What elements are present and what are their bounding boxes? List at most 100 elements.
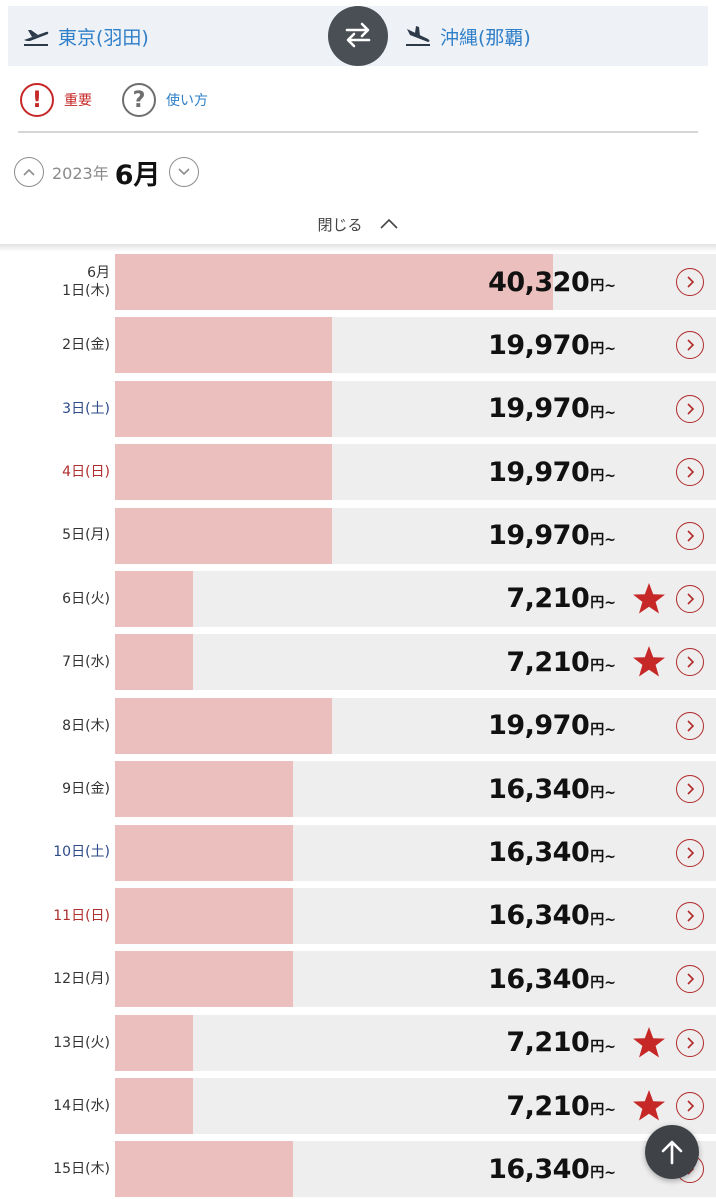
- row-detail-button[interactable]: [676, 775, 704, 804]
- row-date: 3日(土): [0, 381, 110, 437]
- row-detail-button[interactable]: [676, 458, 704, 487]
- fare-row[interactable]: 6月 1日(木) 40,320 円~: [0, 254, 716, 310]
- origin-selector[interactable]: 東京(羽田): [22, 6, 149, 66]
- fare-row[interactable]: 9日(金) 16,340 円~: [0, 761, 716, 818]
- row-price: 19,970 円~: [488, 381, 616, 437]
- chevron-right-icon: [687, 466, 695, 478]
- fare-row[interactable]: 11日(日) 16,340 円~: [0, 887, 716, 944]
- row-detail-button[interactable]: [676, 1092, 704, 1121]
- destination-label: 沖縄(那覇): [440, 26, 531, 49]
- price-bar: [115, 824, 293, 881]
- row-price: 7,210 円~: [506, 634, 616, 690]
- previous-month-button[interactable]: [14, 157, 44, 187]
- row-day: 7日(水): [62, 654, 110, 671]
- fare-row[interactable]: 4日(日) 19,970 円~: [0, 444, 716, 501]
- chevron-right-icon: [687, 1037, 695, 1049]
- row-day: 11日(日): [53, 907, 110, 924]
- chevron-right-icon: [687, 973, 695, 985]
- year-label: 2023年: [52, 164, 109, 183]
- important-link[interactable]: ! 重要: [20, 83, 92, 117]
- chevron-down-icon: [177, 168, 190, 176]
- row-date: 6月 1日(木): [0, 254, 110, 310]
- fare-row[interactable]: 10日(土) 16,340 円~: [0, 824, 716, 881]
- fare-row[interactable]: 7日(水) 7,210 円~: [0, 634, 716, 691]
- fare-row[interactable]: 12日(月) 16,340 円~: [0, 951, 716, 1008]
- close-toggle[interactable]: 閉じる: [0, 210, 716, 238]
- fare-row[interactable]: 13日(火) 7,210 円~: [0, 1014, 716, 1071]
- price-unit: 円~: [590, 848, 616, 865]
- row-price: 16,340 円~: [488, 888, 616, 944]
- price-value: 7,210: [506, 583, 590, 615]
- price-bar: [115, 951, 293, 1008]
- howto-link[interactable]: ? 使い方: [122, 83, 208, 117]
- scroll-to-top-button[interactable]: [645, 1125, 699, 1179]
- row-detail-button[interactable]: [676, 838, 704, 867]
- price-bar: [115, 507, 332, 564]
- next-month-button[interactable]: [168, 157, 199, 187]
- row-detail-button[interactable]: [676, 1028, 704, 1057]
- chevron-right-icon: [687, 403, 695, 415]
- arrow-up-icon: [661, 1140, 683, 1165]
- price-unit: 円~: [590, 1038, 616, 1055]
- price-bar-track: 16,340 円~: [115, 951, 716, 1008]
- fare-row[interactable]: 8日(木) 19,970 円~: [0, 697, 716, 754]
- fare-list: 6月 1日(木) 40,320 円~ 2日(金) 19,970 円~ 3日(土) 19,970 円…: [0, 254, 716, 1199]
- row-detail-button[interactable]: [676, 584, 704, 613]
- row-detail-button[interactable]: [676, 268, 704, 296]
- row-date: 11日(日): [0, 888, 110, 944]
- divider: [18, 131, 698, 133]
- price-value: 7,210: [506, 1090, 590, 1122]
- fare-row[interactable]: 6日(火) 7,210 円~: [0, 570, 716, 627]
- price-bar-track: 40,320 円~: [115, 254, 716, 310]
- fare-row[interactable]: 15日(木) 16,340 円~: [0, 1141, 716, 1198]
- price-unit: 円~: [590, 594, 616, 611]
- row-detail-button[interactable]: [676, 394, 704, 423]
- row-detail-button[interactable]: [676, 331, 704, 360]
- row-price: 7,210 円~: [506, 1078, 616, 1134]
- destination-selector[interactable]: 沖縄(那覇): [404, 6, 531, 66]
- fare-row[interactable]: 3日(土) 19,970 円~: [0, 380, 716, 437]
- row-date: 4日(日): [0, 444, 110, 500]
- row-date: 10日(土): [0, 825, 110, 881]
- chevron-up-icon: [23, 168, 35, 176]
- row-detail-button[interactable]: [676, 965, 704, 994]
- price-value: 16,340: [488, 963, 590, 995]
- price-unit: 円~: [590, 404, 616, 421]
- price-unit: 円~: [590, 341, 616, 358]
- fare-row[interactable]: 14日(水) 7,210 円~: [0, 1078, 716, 1135]
- row-day: 3日(土): [62, 400, 110, 417]
- row-day: 13日(火): [53, 1034, 110, 1051]
- row-detail-button[interactable]: [676, 648, 704, 677]
- price-unit: 円~: [590, 721, 616, 738]
- chevron-up-icon: [379, 218, 398, 229]
- row-day: 15日(木): [53, 1161, 110, 1178]
- row-day: 12日(月): [53, 971, 110, 988]
- price-value: 16,340: [488, 1153, 590, 1185]
- price-unit: 円~: [590, 658, 616, 675]
- lowest-price-star-icon: [633, 1026, 665, 1058]
- close-label: 閉じる: [317, 215, 363, 234]
- price-bar: [115, 317, 332, 374]
- lowest-price-star-icon: [633, 646, 665, 677]
- price-value: 19,970: [488, 520, 590, 552]
- swap-route-button[interactable]: [328, 6, 388, 66]
- row-price: 16,340 円~: [488, 951, 616, 1007]
- lowest-price-star-icon: [633, 1090, 665, 1121]
- row-detail-button[interactable]: [676, 711, 704, 740]
- row-detail-button[interactable]: [676, 521, 704, 550]
- price-bar: [115, 380, 332, 437]
- price-bar-track: 19,970 円~: [115, 380, 716, 437]
- price-value: 40,320: [488, 266, 590, 298]
- row-month: 6月: [87, 264, 110, 281]
- price-bar-track: 7,210 円~: [115, 570, 716, 627]
- chevron-right-icon: [687, 276, 695, 288]
- fare-row[interactable]: 2日(金) 19,970 円~: [0, 317, 716, 374]
- fare-row[interactable]: 5日(月) 19,970 円~: [0, 507, 716, 564]
- price-bar: [115, 1078, 193, 1135]
- arrival-plane-icon: [404, 25, 432, 47]
- row-price: 16,340 円~: [488, 1141, 616, 1197]
- row-day: 6日(火): [62, 590, 110, 607]
- question-icon: ?: [122, 83, 156, 117]
- row-detail-button[interactable]: [676, 901, 704, 930]
